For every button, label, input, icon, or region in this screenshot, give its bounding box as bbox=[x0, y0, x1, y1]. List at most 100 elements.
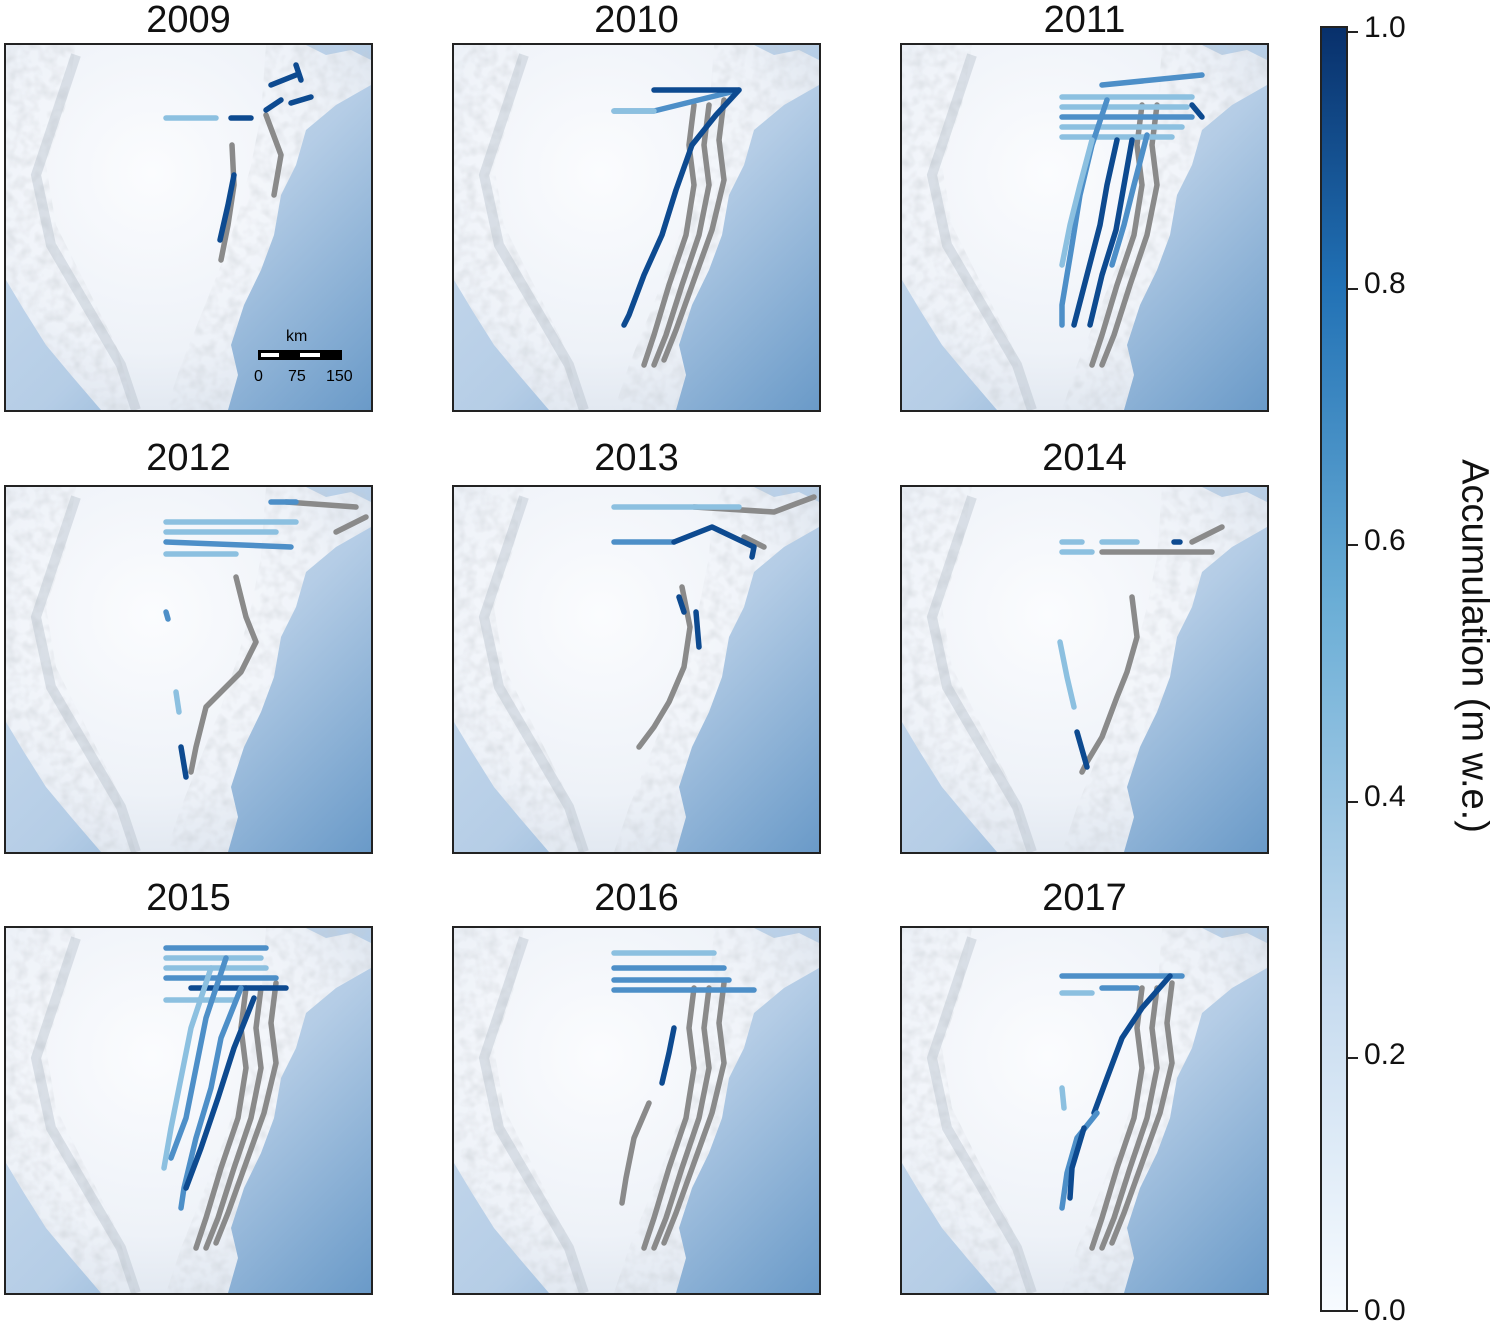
map-svg bbox=[902, 487, 1267, 852]
eastern-margin-relief bbox=[1062, 928, 1267, 1293]
scale-bar: km 0 75 150 bbox=[254, 328, 364, 388]
map-panel-2012 bbox=[4, 485, 373, 854]
panel-title-2017: 2017 bbox=[1042, 877, 1127, 919]
ridge-shading bbox=[30, 936, 141, 1293]
map-svg bbox=[6, 45, 371, 410]
map-svg bbox=[454, 45, 819, 410]
accumulation-track bbox=[1189, 102, 1205, 120]
map-panel-2016 bbox=[452, 926, 821, 1295]
no-data-track bbox=[741, 534, 767, 550]
panel-title-2013: 2013 bbox=[594, 437, 679, 479]
accumulation-track bbox=[1059, 137, 1095, 268]
colorbar-label-0.0: 0.0 bbox=[1364, 1294, 1406, 1327]
scale-bar-label-0: 0 bbox=[254, 368, 263, 385]
map-panel-2009 bbox=[4, 43, 373, 412]
no-data-track bbox=[203, 985, 264, 1251]
colorbar-tick-0.0 bbox=[1348, 1310, 1358, 1312]
accumulation-track bbox=[163, 609, 171, 622]
western-margin-relief bbox=[6, 487, 136, 852]
accumulation-track bbox=[1099, 72, 1205, 88]
map-svg bbox=[6, 928, 371, 1293]
panel-title-2009: 2009 bbox=[146, 0, 231, 41]
accumulation-track bbox=[1067, 1125, 1087, 1201]
eastern-margin-relief bbox=[614, 487, 819, 852]
colorbar bbox=[1320, 26, 1348, 1312]
accumulation-track bbox=[1057, 639, 1077, 710]
no-data-track bbox=[661, 980, 727, 1246]
accumulation-track bbox=[1059, 1085, 1067, 1111]
map-panel-2013 bbox=[452, 485, 821, 854]
no-data-track bbox=[651, 985, 712, 1251]
accumulation-track bbox=[163, 539, 294, 550]
scale-bar-label-150: 150 bbox=[326, 368, 353, 385]
map-panel-2015 bbox=[4, 926, 373, 1295]
accumulation-track bbox=[1087, 137, 1135, 328]
scale-bar-label-75: 75 bbox=[288, 368, 306, 385]
eastern-margin-relief bbox=[166, 487, 371, 852]
colorbar-tick-0.2 bbox=[1348, 1057, 1358, 1059]
no-data-track bbox=[263, 112, 284, 198]
map-svg bbox=[902, 928, 1267, 1293]
accumulation-track bbox=[621, 142, 695, 328]
ridge-shading bbox=[926, 495, 1037, 852]
accumulation-track bbox=[168, 955, 229, 1161]
no-data-track bbox=[1099, 985, 1160, 1251]
accumulation-track bbox=[217, 172, 237, 243]
accumulation-track bbox=[1059, 97, 1110, 328]
ridge-shading bbox=[478, 936, 589, 1293]
eastern-margin-relief bbox=[614, 45, 819, 410]
no-data-track bbox=[213, 980, 279, 1246]
colorbar-title: Accumulation (m w.e.) bbox=[1453, 459, 1496, 833]
colorbar-label-0.4: 0.4 bbox=[1364, 780, 1406, 813]
no-data-track bbox=[619, 1100, 652, 1206]
map-svg bbox=[454, 487, 819, 852]
western-margin-relief bbox=[902, 487, 1032, 852]
map-panel-2010 bbox=[452, 43, 821, 412]
no-data-track bbox=[651, 102, 712, 368]
accumulation-track bbox=[1109, 132, 1150, 268]
map-svg bbox=[902, 45, 1267, 410]
colorbar-label-1.0: 1.0 bbox=[1364, 11, 1406, 44]
no-data-track bbox=[641, 102, 697, 368]
accumulation-track bbox=[676, 594, 687, 615]
accumulation-track bbox=[659, 1025, 677, 1086]
map-panel-2017 bbox=[900, 926, 1269, 1295]
ridge-shading bbox=[478, 53, 589, 410]
colorbar-tick-0.8 bbox=[1348, 288, 1358, 290]
western-margin-relief bbox=[902, 45, 1032, 410]
accumulation-track bbox=[1074, 729, 1090, 770]
western-margin-relief bbox=[454, 45, 584, 410]
no-data-track bbox=[333, 514, 369, 535]
ridge-shading bbox=[478, 495, 589, 852]
accumulation-track bbox=[178, 744, 189, 780]
ridge-shading bbox=[30, 495, 141, 852]
accumulation-track bbox=[1091, 973, 1173, 1116]
accumulation-track bbox=[1071, 137, 1120, 328]
ridge-shading bbox=[926, 936, 1037, 1293]
panel-title-2012: 2012 bbox=[146, 437, 231, 479]
scale-bar-graphic bbox=[258, 350, 342, 360]
accumulation-track bbox=[1059, 1110, 1100, 1211]
western-margin-relief bbox=[454, 928, 584, 1293]
ridge-shading bbox=[926, 53, 1037, 410]
no-data-track bbox=[1089, 102, 1145, 368]
eastern-margin-relief bbox=[166, 45, 371, 410]
no-data-track bbox=[1089, 985, 1145, 1251]
accumulation-track bbox=[178, 985, 244, 1211]
western-margin-relief bbox=[6, 45, 136, 410]
colorbar-tick-0.4 bbox=[1348, 801, 1358, 803]
no-data-track bbox=[1109, 980, 1175, 1246]
accumulation-track bbox=[173, 689, 182, 715]
eastern-margin-relief bbox=[614, 928, 819, 1293]
colorbar-label-0.8: 0.8 bbox=[1364, 267, 1406, 300]
no-data-track bbox=[218, 142, 237, 263]
scale-bar-unit: km bbox=[286, 328, 308, 345]
eastern-margin-relief bbox=[166, 928, 371, 1293]
no-data-track bbox=[636, 584, 693, 750]
map-panel-2014 bbox=[900, 485, 1269, 854]
no-data-track bbox=[1099, 102, 1160, 368]
colorbar-tick-0.6 bbox=[1348, 544, 1358, 546]
no-data-track bbox=[188, 574, 259, 775]
panel-title-2014: 2014 bbox=[1042, 437, 1127, 479]
accumulation-track bbox=[693, 609, 702, 650]
